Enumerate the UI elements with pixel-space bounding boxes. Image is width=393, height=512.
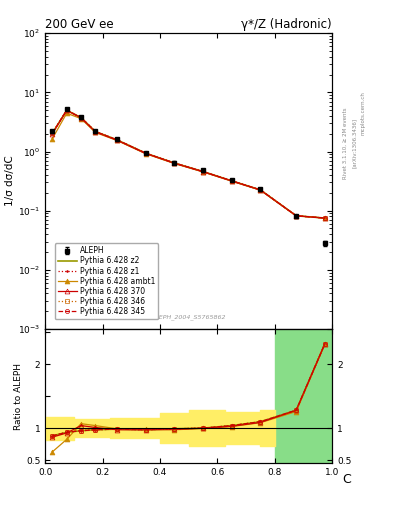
Pythia 6.428 346 bbox=[323, 215, 327, 221]
Line: Pythia 6.428 345: Pythia 6.428 345 bbox=[50, 108, 327, 220]
Pythia 6.428 z1 bbox=[201, 168, 206, 175]
Pythia 6.428 345 bbox=[93, 129, 98, 135]
Pythia 6.428 z1 bbox=[50, 130, 55, 136]
Pythia 6.428 ambt1 bbox=[50, 136, 55, 142]
Y-axis label: 1/σ dσ/dC: 1/σ dσ/dC bbox=[5, 156, 15, 206]
Pythia 6.428 z2 bbox=[258, 187, 263, 193]
Pythia 6.428 370 bbox=[323, 215, 327, 221]
Pythia 6.428 346 bbox=[64, 107, 69, 113]
Line: Pythia 6.428 ambt1: Pythia 6.428 ambt1 bbox=[50, 111, 327, 221]
Pythia 6.428 370 bbox=[258, 187, 263, 193]
Pythia 6.428 z2 bbox=[93, 129, 98, 135]
Pythia 6.428 345 bbox=[201, 168, 206, 175]
Pythia 6.428 ambt1 bbox=[258, 187, 263, 193]
Pythia 6.428 ambt1 bbox=[230, 178, 234, 184]
Text: 200 GeV ee: 200 GeV ee bbox=[45, 18, 114, 31]
Pythia 6.428 370 bbox=[201, 168, 206, 175]
Line: Pythia 6.428 346: Pythia 6.428 346 bbox=[50, 108, 327, 220]
Pythia 6.428 346 bbox=[93, 129, 98, 135]
Pythia 6.428 346 bbox=[172, 160, 177, 166]
Pythia 6.428 370 bbox=[93, 129, 98, 135]
Pythia 6.428 345 bbox=[323, 215, 327, 221]
Pythia 6.428 z2 bbox=[115, 137, 119, 143]
Pythia 6.428 345 bbox=[79, 115, 83, 121]
Pythia 6.428 z1 bbox=[115, 137, 119, 143]
Pythia 6.428 370 bbox=[294, 212, 299, 219]
Y-axis label: Ratio to ALEPH: Ratio to ALEPH bbox=[14, 362, 23, 430]
Pythia 6.428 z1 bbox=[230, 178, 234, 184]
Pythia 6.428 345 bbox=[50, 130, 55, 136]
Pythia 6.428 z2 bbox=[50, 130, 55, 136]
Pythia 6.428 346 bbox=[258, 187, 263, 193]
Pythia 6.428 346 bbox=[50, 130, 55, 136]
Pythia 6.428 370 bbox=[172, 160, 177, 166]
Pythia 6.428 ambt1 bbox=[79, 116, 83, 122]
Pythia 6.428 z2 bbox=[64, 107, 69, 113]
Text: ALEPH_2004_S5765862: ALEPH_2004_S5765862 bbox=[151, 314, 226, 320]
Pythia 6.428 ambt1 bbox=[64, 110, 69, 116]
Pythia 6.428 345 bbox=[64, 107, 69, 113]
Pythia 6.428 346 bbox=[79, 115, 83, 121]
Pythia 6.428 ambt1 bbox=[93, 130, 98, 136]
Pythia 6.428 345 bbox=[230, 178, 234, 184]
Pythia 6.428 ambt1 bbox=[172, 160, 177, 166]
Legend: ALEPH, Pythia 6.428 z2, Pythia 6.428 z1, Pythia 6.428 ambt1, Pythia 6.428 370, P: ALEPH, Pythia 6.428 z2, Pythia 6.428 z1,… bbox=[55, 243, 158, 319]
Text: γ*/Z (Hadronic): γ*/Z (Hadronic) bbox=[241, 18, 332, 31]
Pythia 6.428 z2 bbox=[172, 160, 177, 166]
Pythia 6.428 z2 bbox=[143, 150, 148, 156]
Line: Pythia 6.428 z1: Pythia 6.428 z1 bbox=[51, 109, 327, 220]
Line: Pythia 6.428 z2: Pythia 6.428 z2 bbox=[52, 110, 325, 218]
Pythia 6.428 370 bbox=[79, 115, 83, 121]
Text: [arXiv:1306.3436]: [arXiv:1306.3436] bbox=[352, 118, 357, 168]
Text: Rivet 3.1.10, ≥ 2M events: Rivet 3.1.10, ≥ 2M events bbox=[343, 108, 348, 179]
X-axis label: C: C bbox=[342, 473, 351, 486]
Pythia 6.428 ambt1 bbox=[115, 137, 119, 143]
Pythia 6.428 370 bbox=[115, 137, 119, 143]
Pythia 6.428 z1 bbox=[93, 129, 98, 135]
Pythia 6.428 z1 bbox=[64, 107, 69, 113]
Pythia 6.428 370 bbox=[143, 151, 148, 157]
Pythia 6.428 ambt1 bbox=[294, 212, 299, 219]
Pythia 6.428 z2 bbox=[323, 215, 327, 221]
Pythia 6.428 370 bbox=[50, 131, 55, 137]
Pythia 6.428 370 bbox=[64, 108, 69, 114]
Pythia 6.428 z1 bbox=[143, 150, 148, 156]
Pythia 6.428 345 bbox=[115, 137, 119, 143]
Pythia 6.428 345 bbox=[294, 212, 299, 219]
Pythia 6.428 ambt1 bbox=[201, 169, 206, 175]
Pythia 6.428 z1 bbox=[294, 212, 299, 219]
Pythia 6.428 z2 bbox=[230, 178, 234, 184]
Text: mcplots.cern.ch: mcplots.cern.ch bbox=[361, 91, 366, 135]
Pythia 6.428 z1 bbox=[79, 115, 83, 121]
Pythia 6.428 345 bbox=[143, 150, 148, 156]
Pythia 6.428 z1 bbox=[258, 187, 263, 193]
Pythia 6.428 346 bbox=[230, 178, 234, 184]
Pythia 6.428 370 bbox=[230, 178, 234, 184]
Pythia 6.428 346 bbox=[201, 168, 206, 175]
Pythia 6.428 345 bbox=[258, 187, 263, 193]
Pythia 6.428 346 bbox=[143, 150, 148, 156]
Pythia 6.428 ambt1 bbox=[323, 215, 327, 221]
Pythia 6.428 z2 bbox=[201, 168, 206, 175]
Pythia 6.428 z2 bbox=[294, 212, 299, 219]
Line: Pythia 6.428 370: Pythia 6.428 370 bbox=[50, 108, 327, 221]
Pythia 6.428 346 bbox=[294, 212, 299, 219]
Pythia 6.428 z1 bbox=[172, 160, 177, 166]
Pythia 6.428 ambt1 bbox=[143, 151, 148, 157]
Pythia 6.428 346 bbox=[115, 137, 119, 143]
Pythia 6.428 z2 bbox=[79, 115, 83, 121]
Pythia 6.428 z1 bbox=[323, 215, 327, 221]
Pythia 6.428 345 bbox=[172, 160, 177, 166]
